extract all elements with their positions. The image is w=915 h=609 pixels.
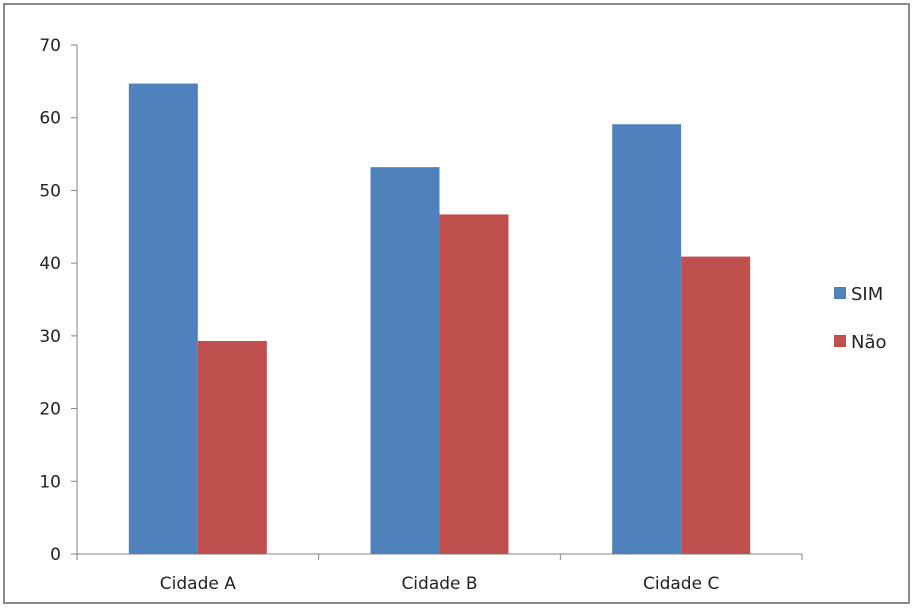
- legend-swatch-1: [834, 335, 846, 347]
- x-tick-label: Cidade B: [401, 574, 477, 594]
- bar-não-1: [439, 214, 509, 554]
- y-tick-label: 50: [39, 181, 61, 201]
- bar-sim-1: [370, 167, 440, 554]
- y-tick-label: 30: [39, 327, 61, 347]
- legend-swatch-0: [834, 287, 846, 299]
- x-axis: Cidade A Cidade B Cidade C: [76, 553, 803, 594]
- legend-label-1: Não: [851, 332, 887, 353]
- bar-não-0: [197, 340, 267, 554]
- bars: [128, 83, 751, 554]
- legend: SIM Não: [834, 284, 887, 353]
- y-tick-label: 10: [39, 472, 61, 492]
- y-tick-label: 40: [39, 254, 61, 274]
- bar-chart: 0 10 20 30 40 50 60 70 Cidade A Cidade B Cidade C…: [39, 36, 887, 594]
- bar-sim-2: [612, 124, 682, 554]
- y-axis: 0 10 20 30 40 50 60 70: [39, 36, 78, 565]
- bar-não-2: [681, 256, 751, 554]
- x-tick-label: Cidade A: [160, 574, 236, 594]
- y-tick-label: 60: [39, 109, 61, 129]
- chart-frame: 0 10 20 30 40 50 60 70 Cidade A Cidade B Cidade C…: [3, 3, 910, 604]
- bar-sim-0: [128, 83, 198, 554]
- y-tick-label: 20: [39, 400, 61, 420]
- y-tick-label: 0: [50, 545, 61, 565]
- legend-label-0: SIM: [851, 284, 883, 305]
- x-tick-label: Cidade C: [643, 574, 719, 594]
- y-tick-label: 70: [39, 36, 61, 56]
